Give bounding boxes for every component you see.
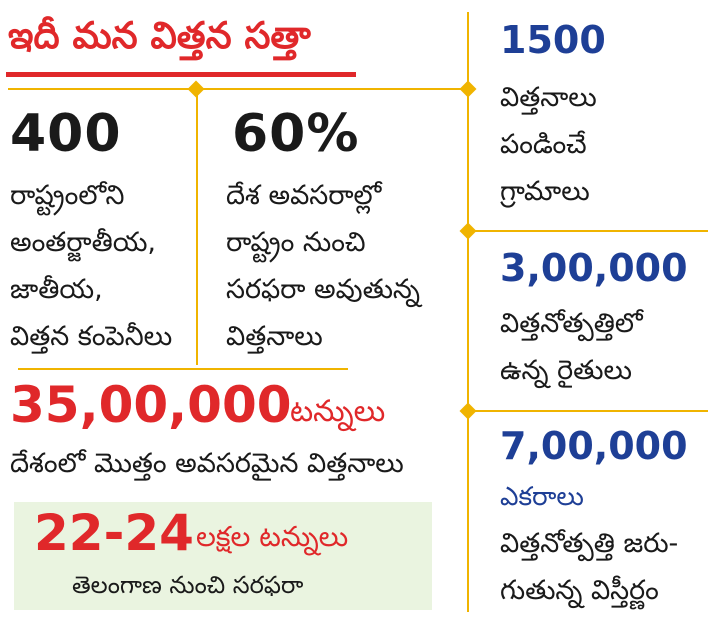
stat-farmers-caption: విత్తనోత్పత్తిలో ఉన్న రైతులు xyxy=(500,308,643,386)
divider-horizontal-right-2 xyxy=(468,410,708,412)
stat-national-caption: దేశంలో మొత్తం అవసరమైన విత్తనాలు xyxy=(10,448,404,479)
stat-acres-value: 7,00,000 xyxy=(500,424,688,468)
stat-national-unit: టన్నులు xyxy=(290,394,386,429)
stat-telangana-unit: లక్షల టన్నులు xyxy=(196,520,349,553)
divider-horizontal-top xyxy=(8,88,468,90)
stat-acres-unit: ఎకరాలు xyxy=(500,482,584,512)
telangana-highlight-box xyxy=(14,502,432,610)
page-title: ఇదీ మన విత్తన సత్తా xyxy=(8,14,311,57)
stat-villages-value: 1500 xyxy=(500,18,606,62)
divider-diamond xyxy=(459,402,477,420)
stat-share-caption: దేశ అవసరాల్లో రాష్ట్రం నుంచి సరఫరా అవుతు… xyxy=(226,180,420,352)
divider-diamond xyxy=(459,222,477,240)
stat-share-value: 60% xyxy=(232,104,360,164)
stat-companies-caption: రాష్ట్రంలోని అంతర్జాతీయ, జాతీయ, విత్తన క… xyxy=(10,180,173,352)
divider-vertical-mid xyxy=(196,95,198,365)
stat-companies-value: 400 xyxy=(10,104,122,164)
stat-villages-caption: విత్తనాలు పండించే గ్రామాలు xyxy=(500,82,597,207)
divider-horizontal-mid xyxy=(18,368,348,370)
stat-national-value: 35,00,000 xyxy=(10,376,292,434)
stat-farmers-value: 3,00,000 xyxy=(500,246,688,290)
stat-acres-caption: విత్తనోత్పత్తి జరు- గుతున్న విస్తీర్ణం xyxy=(500,528,679,606)
title-underline xyxy=(6,72,356,77)
divider-vertical-right xyxy=(467,12,469,612)
stat-telangana-value: 22-24 xyxy=(34,504,194,562)
stat-telangana-caption: తెలంగాణ నుంచి సరఫరా xyxy=(72,571,304,599)
divider-horizontal-right-1 xyxy=(468,230,708,232)
